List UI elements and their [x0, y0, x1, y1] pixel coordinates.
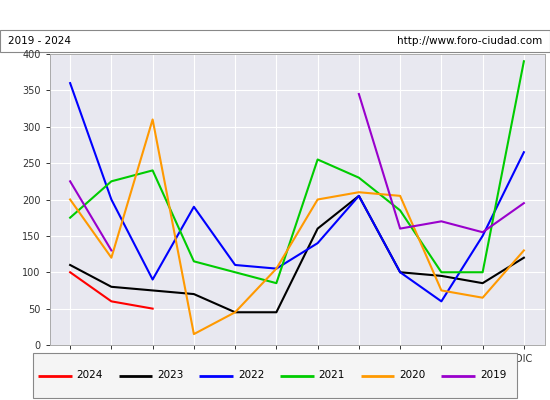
Text: 2019 - 2024: 2019 - 2024: [8, 36, 72, 46]
Text: 2020: 2020: [399, 370, 426, 380]
Text: Evolucion Nº Turistas Nacionales en el municipio de Higuera de Calatrava: Evolucion Nº Turistas Nacionales en el m…: [58, 8, 492, 22]
Text: 2023: 2023: [157, 370, 184, 380]
Text: 2024: 2024: [76, 370, 103, 380]
Text: 2022: 2022: [238, 370, 264, 380]
Text: http://www.foro-ciudad.com: http://www.foro-ciudad.com: [397, 36, 542, 46]
Text: 2019: 2019: [480, 370, 506, 380]
Text: 2021: 2021: [318, 370, 345, 380]
